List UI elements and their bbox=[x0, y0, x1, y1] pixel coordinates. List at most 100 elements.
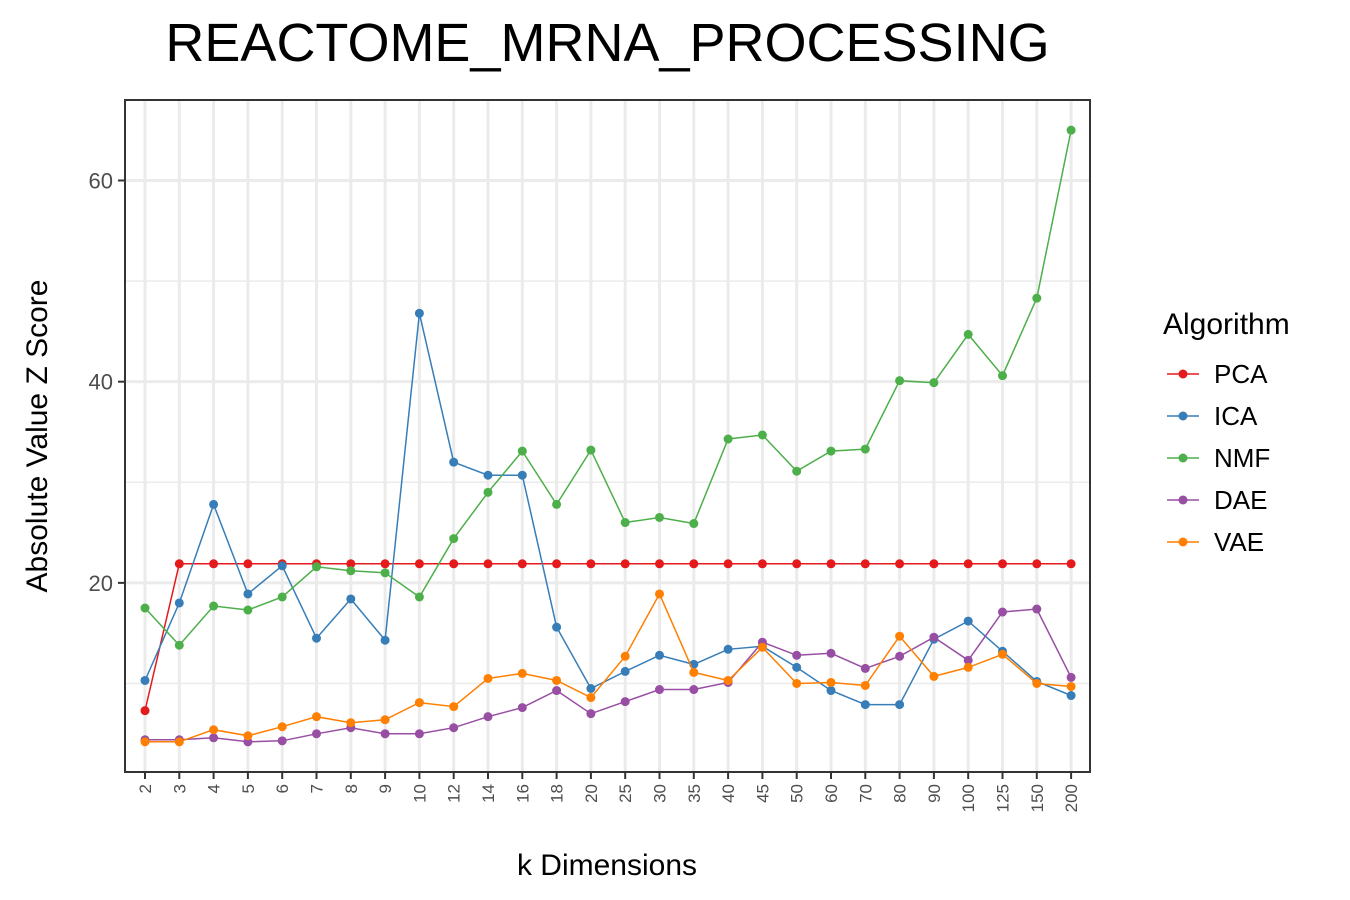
series-line-pca bbox=[144, 563, 1072, 711]
data-point-dae bbox=[209, 733, 219, 743]
data-point-vae bbox=[586, 693, 596, 703]
data-point-ica bbox=[483, 470, 493, 480]
x-tick-label: 4 bbox=[205, 784, 224, 793]
data-point-ica bbox=[655, 650, 664, 660]
data-point-ica bbox=[586, 684, 596, 694]
legend-label: NMF bbox=[1214, 443, 1270, 473]
data-point-dae bbox=[483, 712, 493, 722]
data-point-ica bbox=[723, 644, 733, 654]
series-nmf bbox=[140, 125, 1076, 650]
data-point-pca bbox=[552, 559, 562, 569]
y-tick-label: 60 bbox=[89, 168, 113, 193]
data-point-nmf bbox=[998, 371, 1007, 381]
data-point-vae bbox=[1032, 678, 1042, 688]
data-point-nmf bbox=[380, 568, 390, 578]
series-line-vae bbox=[145, 592, 1072, 743]
legend-label: ICA bbox=[1214, 401, 1258, 431]
data-point-nmf bbox=[346, 566, 356, 576]
series-ica bbox=[140, 308, 1076, 710]
data-point-ica bbox=[552, 622, 562, 632]
series-line-dae bbox=[145, 608, 1072, 743]
data-point-nmf bbox=[792, 466, 802, 476]
legend-label: PCA bbox=[1214, 359, 1268, 389]
data-point-ica bbox=[860, 700, 870, 710]
data-point-vae bbox=[346, 718, 356, 728]
data-point-vae bbox=[963, 662, 973, 672]
data-point-dae bbox=[1066, 672, 1076, 682]
data-point-dae bbox=[380, 729, 390, 739]
data-point-dae bbox=[860, 663, 870, 673]
x-tick-label: 125 bbox=[994, 784, 1013, 812]
x-tick-label: 100 bbox=[959, 784, 978, 812]
legend-item-nmf: NMF bbox=[1167, 443, 1270, 473]
chart-title: REACTOME_MRNA_PROCESSING bbox=[165, 13, 1050, 73]
data-point-vae bbox=[277, 722, 287, 732]
data-point-dae bbox=[277, 736, 287, 746]
data-point-nmf bbox=[689, 519, 699, 529]
data-point-nmf bbox=[277, 592, 287, 602]
data-point-ica bbox=[174, 598, 184, 608]
data-point-pca bbox=[860, 559, 870, 569]
x-tick-label: 40 bbox=[719, 784, 738, 803]
legend-key-point bbox=[1178, 495, 1188, 505]
data-point-nmf bbox=[929, 378, 939, 388]
data-point-ica bbox=[620, 666, 630, 676]
data-point-vae bbox=[209, 725, 219, 735]
data-point-dae bbox=[312, 729, 321, 739]
y-axis-ticks: 20 40 60 bbox=[89, 168, 125, 596]
data-point-vae bbox=[449, 702, 459, 712]
data-point-vae bbox=[929, 671, 939, 681]
x-tick-label: 60 bbox=[822, 784, 841, 803]
x-tick-label: 20 bbox=[582, 784, 601, 803]
data-point-pca bbox=[929, 559, 939, 569]
data-point-dae bbox=[1032, 604, 1042, 614]
legend-key-point bbox=[1178, 453, 1188, 463]
data-point-pca bbox=[517, 559, 527, 569]
data-point-pca bbox=[483, 559, 493, 569]
legend-item-vae: VAE bbox=[1167, 527, 1264, 557]
data-point-nmf bbox=[174, 640, 184, 650]
data-point-dae bbox=[414, 729, 424, 739]
data-point-nmf bbox=[243, 605, 253, 615]
data-point-vae bbox=[620, 651, 630, 661]
data-point-nmf bbox=[517, 446, 527, 456]
series-dae bbox=[140, 604, 1076, 747]
data-point-pca bbox=[655, 559, 664, 569]
data-point-vae bbox=[174, 737, 184, 747]
data-point-nmf bbox=[209, 601, 219, 611]
data-point-pca bbox=[1032, 559, 1042, 569]
data-point-pca bbox=[757, 559, 767, 569]
data-point-nmf bbox=[860, 444, 870, 454]
x-tick-label: 10 bbox=[410, 784, 429, 803]
data-point-vae bbox=[723, 675, 733, 685]
data-point-pca bbox=[1066, 559, 1076, 569]
data-point-vae bbox=[757, 642, 767, 652]
data-point-pca bbox=[895, 559, 905, 569]
legend-item-pca: PCA bbox=[1167, 359, 1268, 389]
data-point-vae bbox=[483, 673, 493, 683]
x-tick-label: 5 bbox=[239, 784, 258, 793]
data-point-vae bbox=[655, 589, 664, 599]
series-pca bbox=[140, 559, 1076, 716]
data-point-pca bbox=[963, 559, 973, 569]
series-line-nmf bbox=[144, 130, 1072, 647]
data-point-dae bbox=[998, 607, 1007, 617]
x-tick-label: 30 bbox=[651, 784, 670, 803]
data-point-ica bbox=[209, 499, 219, 509]
legend-label: DAE bbox=[1214, 485, 1267, 515]
grid-lines bbox=[125, 100, 1090, 772]
data-point-vae bbox=[1066, 681, 1076, 691]
data-point-nmf bbox=[963, 329, 973, 339]
data-point-dae bbox=[963, 655, 973, 665]
data-point-ica bbox=[380, 635, 390, 645]
data-point-vae bbox=[140, 737, 150, 747]
legend: Algorithm PCA ICA NMF DAE VAE bbox=[1163, 308, 1290, 557]
x-tick-label: 70 bbox=[856, 784, 875, 803]
data-point-pca bbox=[586, 559, 596, 569]
x-tick-label: 14 bbox=[479, 784, 498, 803]
data-point-nmf bbox=[312, 562, 321, 572]
data-point-ica bbox=[895, 700, 905, 710]
data-point-dae bbox=[586, 709, 596, 719]
data-point-pca bbox=[998, 559, 1007, 569]
